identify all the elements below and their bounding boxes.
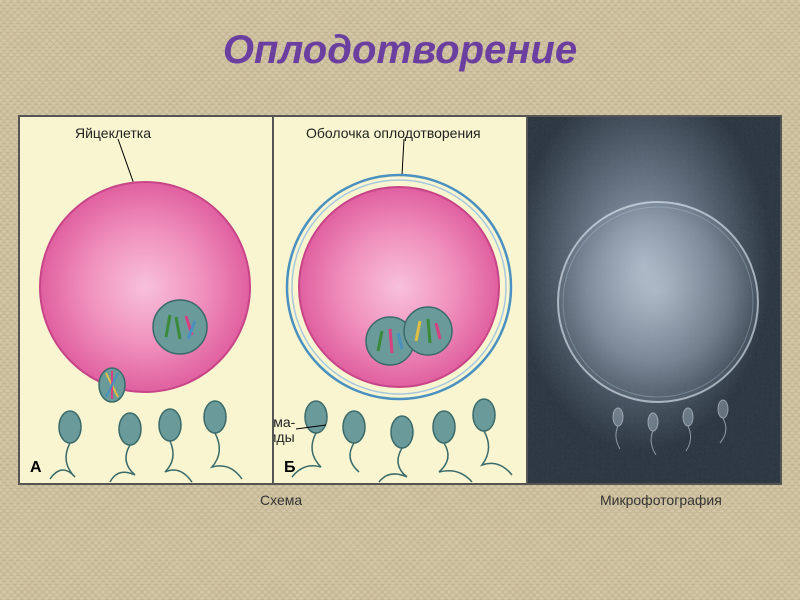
caption-micro: Микрофотография bbox=[600, 492, 722, 508]
page-title: Оплодотворение bbox=[0, 28, 800, 73]
sperm-group-b bbox=[292, 399, 512, 482]
sperm-group-a bbox=[50, 401, 242, 482]
panel-b-letter: Б bbox=[284, 459, 296, 477]
figure-container: Яйцеклетка bbox=[18, 115, 782, 485]
panel-a: Яйцеклетка bbox=[20, 117, 272, 483]
panel-micro-svg bbox=[528, 117, 780, 483]
caption-schema: Схема bbox=[260, 492, 302, 508]
sperm-pointer-lines bbox=[272, 411, 314, 461]
panel-micro bbox=[526, 117, 780, 483]
panel-b: Оболочка оплодотворения bbox=[272, 117, 526, 483]
panel-a-svg bbox=[20, 117, 272, 483]
panel-a-letter: А bbox=[30, 459, 42, 477]
